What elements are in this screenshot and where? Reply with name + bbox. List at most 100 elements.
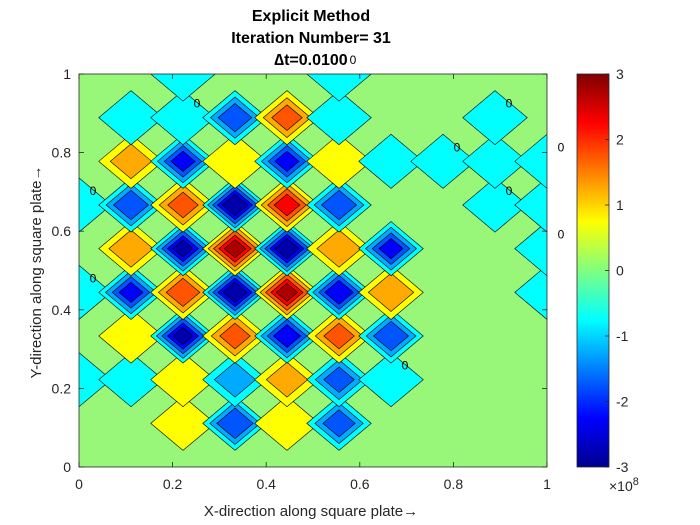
contour-label: 0 xyxy=(194,97,201,111)
contour-band xyxy=(223,239,247,259)
contour-band xyxy=(324,279,354,305)
colorbar-tick-label: 2 xyxy=(616,132,624,148)
y-tick-label: 0.8 xyxy=(52,145,72,161)
contour-patch xyxy=(306,74,372,102)
contour-band xyxy=(367,272,415,312)
contour-band xyxy=(216,407,254,440)
contour-plot-area: 0 0 0 0 0 0 0 0 0 0 xyxy=(78,53,565,468)
contour-band xyxy=(108,229,154,268)
colorbar-exponent: ×108 xyxy=(609,476,639,494)
contour-band xyxy=(167,191,199,219)
contour-band xyxy=(323,366,355,393)
colorbar-tick-label: -3 xyxy=(616,459,629,475)
contour-band xyxy=(378,238,404,260)
x-tick-label: 0.2 xyxy=(163,476,183,492)
contour-band xyxy=(274,238,300,260)
contour-band xyxy=(320,189,358,221)
colorbar-ticks: 3 2 1 0 -1 -2 -3 xyxy=(605,66,629,475)
contour-band xyxy=(323,322,355,350)
contour-patch xyxy=(306,133,372,189)
contour-band xyxy=(274,150,300,172)
contour-patch xyxy=(462,177,528,233)
contour-band xyxy=(271,104,303,131)
contour-band xyxy=(172,239,194,258)
contour-band xyxy=(165,277,201,307)
contour-patch xyxy=(150,395,216,451)
contour-patch xyxy=(98,352,164,408)
contour-band xyxy=(109,143,153,180)
contour-patch xyxy=(514,133,547,189)
y-axis: 0 0.2 0.4 0.6 0.8 1 xyxy=(52,66,547,475)
contour-patch xyxy=(514,177,547,233)
contour-patch xyxy=(79,264,112,320)
contour-band xyxy=(222,281,248,303)
y-tick-label: 0.4 xyxy=(52,302,72,318)
title-line-1: Explicit Method xyxy=(252,8,370,25)
contour-patch xyxy=(254,395,320,451)
contour-band xyxy=(112,189,150,221)
contour-patch xyxy=(79,177,112,233)
chart-title: Explicit Method Iteration Number= 31 ∆t=… xyxy=(231,8,391,69)
contour-band xyxy=(273,193,301,217)
y-tick-label: 0 xyxy=(63,459,71,475)
contour-patch xyxy=(462,133,528,189)
contour-label: 0 xyxy=(558,228,565,242)
contour-label: 0 xyxy=(506,97,513,111)
plot-frame xyxy=(78,73,548,468)
contour-band xyxy=(172,327,194,345)
colorbar-tick-label: -1 xyxy=(616,328,629,344)
colorbar-gradient xyxy=(576,73,610,468)
contour-fill xyxy=(79,74,547,451)
contour-patch xyxy=(514,264,547,320)
x-tick-label: 1 xyxy=(543,476,551,492)
contour-patch xyxy=(514,221,547,277)
contour-band xyxy=(372,320,410,352)
contour-patch xyxy=(150,352,216,408)
contour-labels: 0 0 0 0 0 0 0 0 0 0 xyxy=(90,53,565,373)
contour-label: 0 xyxy=(558,140,565,154)
title-line-3: ∆t=0.0100 xyxy=(274,52,348,69)
colorbar-tick-label: 0 xyxy=(616,263,624,279)
contour-band xyxy=(217,103,253,133)
x-tick-label: 0.6 xyxy=(350,476,370,492)
contour-label: 0 xyxy=(90,271,97,285)
y-axis-label: Y-direction along square plate→ xyxy=(28,166,45,379)
contour-label: 0 xyxy=(402,359,409,373)
x-tick-label: 0.8 xyxy=(444,476,464,492)
x-axis: 0 0.2 0.4 0.6 0.8 1 xyxy=(75,74,551,492)
contour-band xyxy=(219,322,251,350)
contour-band xyxy=(275,282,299,302)
x-tick-label: 0.4 xyxy=(256,476,276,492)
contour-patch xyxy=(410,133,476,189)
colorbar-tick-label: 3 xyxy=(616,66,624,82)
contour-patch xyxy=(150,90,216,146)
contour-band xyxy=(118,281,144,303)
contour-band xyxy=(213,361,257,398)
x-axis-label: X-direction along square plate→ xyxy=(204,503,418,520)
contour-patch xyxy=(462,90,528,146)
contour-label: 0 xyxy=(454,140,461,154)
contour-band xyxy=(265,361,309,398)
contour-patch xyxy=(79,352,112,408)
contour-band xyxy=(322,409,356,438)
colorbar-tick-label: -2 xyxy=(616,394,629,410)
contour-patch xyxy=(202,133,268,189)
x-tick-label: 0 xyxy=(75,476,83,492)
contour-band xyxy=(221,193,249,217)
contour-label: 0 xyxy=(350,53,357,67)
plot-background xyxy=(79,74,547,467)
colorbar: 3 2 1 0 -1 -2 -3 ×108 xyxy=(576,66,639,494)
contour-patch xyxy=(306,90,372,146)
contour-patch xyxy=(98,90,164,146)
contour-patch xyxy=(358,133,424,189)
contour-patch xyxy=(150,74,216,102)
y-tick-label: 0.6 xyxy=(52,223,72,239)
colorbar-tick-label: 1 xyxy=(616,197,624,213)
contour-patch xyxy=(98,308,164,364)
contour-label: 0 xyxy=(90,184,97,198)
contour-patch xyxy=(358,352,424,408)
contour-band xyxy=(272,324,302,348)
contour-label: 0 xyxy=(506,184,513,198)
title-line-2: Iteration Number= 31 xyxy=(231,30,391,47)
contour-band xyxy=(316,229,362,268)
